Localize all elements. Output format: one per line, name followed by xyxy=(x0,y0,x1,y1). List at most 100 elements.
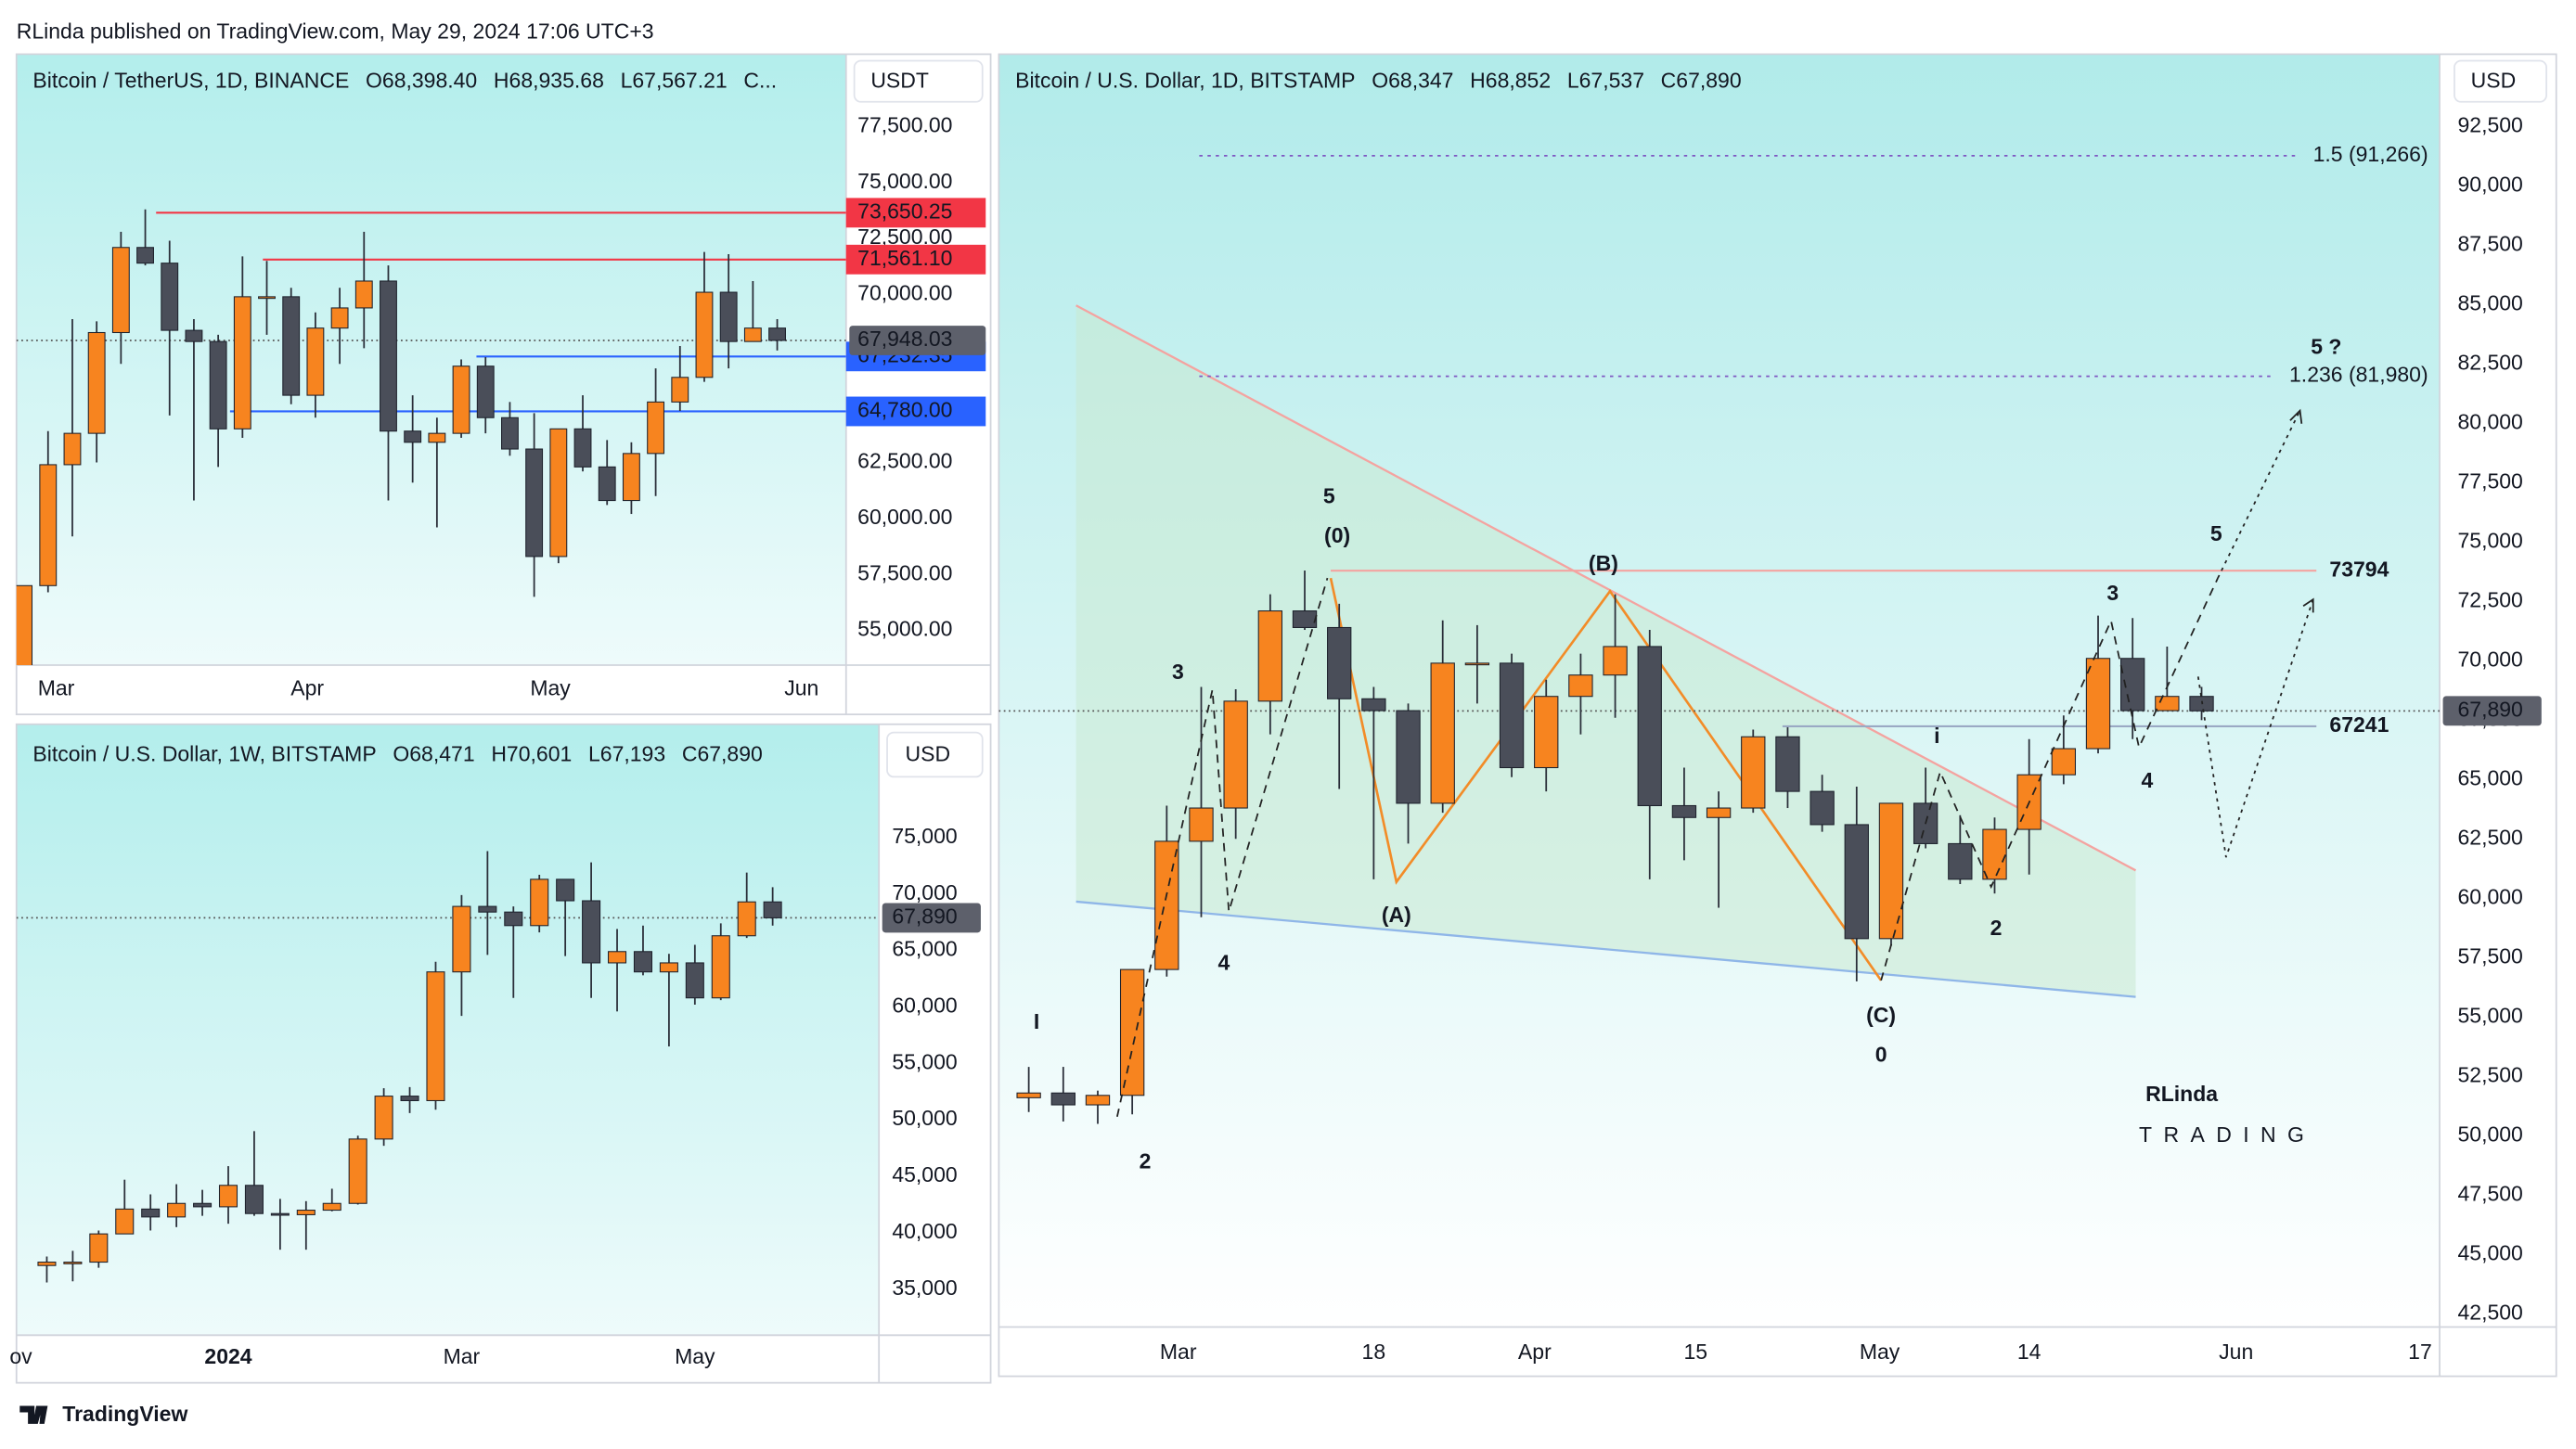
candle-body xyxy=(426,971,445,1102)
price-label-box xyxy=(845,198,986,228)
candle-body xyxy=(322,1202,341,1212)
plot xyxy=(998,155,2441,1124)
candle-body xyxy=(63,432,82,466)
x-tick-label: 2024 xyxy=(204,1344,251,1368)
y-tick-label: 55,000.00 xyxy=(857,617,952,641)
candle-body xyxy=(87,331,106,434)
y-tick-label: 40,000 xyxy=(892,1219,957,1243)
x-tick-label: Apr xyxy=(290,676,324,700)
fib-label: 1.5 (91,266) xyxy=(2313,142,2428,166)
wave-label: 5 xyxy=(1323,484,1335,508)
candle-body xyxy=(1775,736,1800,792)
candle-body xyxy=(1050,1092,1075,1106)
candle-body xyxy=(374,1096,393,1140)
y-tick-label: 42,500 xyxy=(2458,1300,2523,1324)
wave-label: 5 ? xyxy=(2311,334,2341,358)
candle-body xyxy=(1085,1095,1111,1106)
candle-body xyxy=(556,878,575,902)
candle-body xyxy=(111,247,130,334)
currency[interactable]: USD xyxy=(2471,69,2517,93)
y-tick-label: 45,000 xyxy=(892,1162,957,1186)
candle-body xyxy=(2051,748,2077,776)
candle-body xyxy=(258,296,276,300)
candle-body xyxy=(743,327,762,342)
candle-body xyxy=(2155,696,2180,712)
logo: RLinda TRADING xyxy=(2139,1082,2315,1147)
candle-body xyxy=(476,365,495,418)
candle-body xyxy=(659,962,678,973)
candle-body xyxy=(115,1208,135,1235)
price-label: 71,561.10 xyxy=(857,246,952,270)
price-label-box xyxy=(849,326,986,355)
y-tick-label: 62,500.00 xyxy=(857,449,952,473)
candle-body xyxy=(1499,662,1525,769)
ohlc-label: H68,935.68 xyxy=(494,69,604,93)
x-tick-label: 17 xyxy=(2408,1340,2432,1364)
y-tick-label: 62,500 xyxy=(2458,825,2523,849)
y-tick-label: 82,500 xyxy=(2458,350,2523,374)
chart-title: Bitcoin / TetherUS, 1D, BINANCE O68,398.4… xyxy=(32,69,777,93)
wave-label: (B) xyxy=(1589,551,1618,575)
ohlc-label: O68,347 xyxy=(1372,69,1453,93)
currency[interactable]: USDT xyxy=(870,69,929,93)
candle-body xyxy=(711,935,730,999)
candle-body xyxy=(1844,824,1869,940)
wave-label: 4 xyxy=(2142,768,2154,792)
candle-body xyxy=(1154,840,1179,970)
x-tick-label: May xyxy=(675,1344,715,1368)
x-tick-label: May xyxy=(530,676,571,700)
footer: TradingView xyxy=(19,1402,187,1426)
x-tick-label: 14 xyxy=(2017,1340,2041,1364)
candle-body xyxy=(573,428,592,468)
ohlc-label: O68,471 xyxy=(393,741,474,765)
candle-body xyxy=(1257,610,1283,702)
candle-body xyxy=(16,584,33,666)
candle-body xyxy=(209,340,227,430)
candle-body xyxy=(348,1138,367,1204)
wave-label: 4 xyxy=(1218,950,1230,974)
currency-box[interactable] xyxy=(853,59,984,103)
x-tick-label: Mar xyxy=(444,1344,481,1368)
fib-label: 1.236 (81,980) xyxy=(2289,363,2428,387)
candle-body xyxy=(244,1185,264,1214)
y-tick-label: 50,000 xyxy=(892,1106,957,1130)
wave-label: i xyxy=(1934,724,1939,748)
y-tick-label: 50,000 xyxy=(2458,1122,2523,1146)
wave-label: (0) xyxy=(1324,523,1350,547)
y-tick-label: 77,500 xyxy=(2458,468,2523,493)
price-label-box xyxy=(845,244,986,275)
logo-subtext: TRADING xyxy=(2139,1122,2315,1147)
candle-body xyxy=(1568,674,1593,698)
candle-body xyxy=(404,430,422,443)
candle-body xyxy=(1982,828,2007,880)
y-tick-label: 60,000.00 xyxy=(857,505,952,529)
level-label: 67241 xyxy=(2329,712,2389,737)
ohlc-label: L67,537 xyxy=(1567,69,1644,93)
y-tick-label: 70,000 xyxy=(892,880,957,904)
candle-body xyxy=(695,291,714,378)
candle-body xyxy=(582,900,601,964)
currency-box[interactable] xyxy=(2454,59,2547,103)
price-label: 67,890 xyxy=(892,904,957,928)
y-tick-label: 70,000.00 xyxy=(857,281,952,305)
candle-body xyxy=(282,296,301,396)
ohlc-label: C67,890 xyxy=(682,741,763,765)
header-text: RLinda published on TradingView.com, May… xyxy=(17,19,654,43)
y-tick-label: 35,000 xyxy=(892,1276,957,1300)
currency-box[interactable] xyxy=(886,731,984,778)
price-label-box xyxy=(845,396,986,427)
projection xyxy=(2196,598,2314,858)
candle-body xyxy=(1396,710,1421,804)
currency[interactable]: USD xyxy=(906,741,951,765)
x-tick-label: Apr xyxy=(1518,1340,1552,1364)
y-tick-label: 85,000 xyxy=(2458,290,2523,314)
arrow-head xyxy=(2302,597,2314,613)
chart-title: Bitcoin / U.S. Dollar, 1D, BITSTAMP O68,3… xyxy=(1015,69,1742,93)
y-tick-label: 60,000 xyxy=(892,994,957,1018)
candle-body xyxy=(1534,696,1559,769)
candle-body xyxy=(1948,842,1973,880)
plot xyxy=(16,209,846,666)
logo-text: RLinda xyxy=(2145,1082,2218,1106)
candle-body xyxy=(136,247,154,264)
